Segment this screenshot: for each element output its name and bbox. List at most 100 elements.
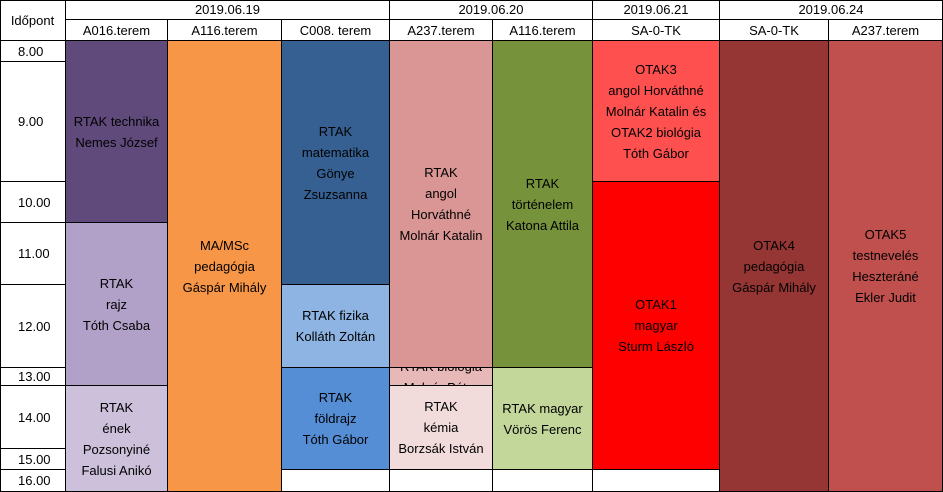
corner-label: Időpont [10,12,55,28]
course-block: RTAK biológiaMolnár Péter [390,368,493,386]
course-text-line: földrajz [314,411,357,426]
time-label: 9.00 [18,114,44,129]
course-text-line: pedagógia [743,258,805,274]
course-text-line: Zsuzsanna [303,186,368,202]
course-text-line: RTAK [99,399,134,415]
course-text-line: OTAK5 [864,227,907,242]
course-text-line: RTAK [318,123,353,139]
time-cell: 12.00 [0,285,66,368]
course-block: RTAK rajz Tóth Csaba [66,223,168,386]
time-label: 8.00 [18,43,44,59]
course-block: RTAK történelem Katona Attila [493,41,593,368]
course-text-line: Tóth Gábor [302,432,369,447]
course-text-line: Katona Attila [506,217,579,233]
time-cell: 13.00 [0,368,66,386]
course-text-line: pedagógia [194,258,255,274]
course-block: OTAK4 pedagógia Gáspár Mihály [720,41,829,492]
time-label: 13.00 [18,369,51,384]
room-label: SA-0-TK [631,22,681,38]
course-text-line: RTAK [99,275,134,291]
date-header: 2019.06.20 [390,0,593,20]
date-label: 2019.06.20 [458,2,524,17]
course-text-line: Gönye [316,165,355,181]
room-label: A116.terem [509,22,576,38]
date-label: 2019.06.21 [623,2,689,17]
empty-cell [282,470,390,492]
course-text-line: MA/MSc [199,237,250,253]
room-header: SA-0-TK [720,20,829,41]
course-block: RTAK matematika Gönye Zsuzsanna [282,41,390,285]
course-text-line: Pozsonyiné [82,441,151,457]
room-label: SA-0-TK [749,22,799,38]
date-label: 2019.06.19 [194,2,261,17]
course-block: MA/MSc pedagógia Gáspár Mihály [168,41,282,492]
course-text-line: RTAK biológia [400,368,482,377]
time-cell: 8.00 [0,41,66,62]
course-text-line: Heszteráné [852,269,919,284]
date-header: 2019.06.24 [720,0,943,20]
course-text-line: Molnár Katalin [399,228,483,243]
time-cell: 14.00 [0,386,66,449]
course-block: OTAK3 angol Horváthné Molnár Katalin és OTA… [593,41,720,182]
corner-header: Időpont [0,0,66,41]
course-block: OTAK1 magyar Sturm László [593,182,720,470]
course-block: RTAK ének Pozsonyiné Falusi Anikó [66,386,168,492]
course-text-line: RTAK magyar [502,400,583,416]
course-text-line: Falusi Anikó [81,462,152,478]
course-text-line: Gáspár Mihály [732,279,816,295]
course-text-line: testnevelés [852,248,919,263]
course-text-line: Ekler Judit [855,290,916,305]
course-text-line: matematika [301,144,370,160]
course-block: RTAK technika Nemes József [66,41,168,223]
room-label: A116.terem [191,22,258,38]
time-cell: 15.00 [0,449,66,470]
empty-cell [390,470,493,492]
time-label: 11.00 [18,246,50,261]
room-header: A016.terem [66,20,168,41]
course-text-line: RTAK [424,399,458,414]
room-header: C008. terem [282,20,390,41]
room-header: A237.terem [390,20,493,41]
course-text-line: Kolláth Zoltán [295,329,376,344]
course-text-line: Vörös Ferenc [503,421,582,437]
date-label: 2019.06.24 [798,2,864,17]
time-cell: 10.00 [0,182,66,223]
course-text-line: Tóth Csaba [82,317,151,333]
course-text-line: OTAK4 [753,237,795,253]
time-label: 10.00 [18,194,51,210]
course-text-line: angol Horváthné [608,82,704,98]
course-text-line: RTAK fizika [302,308,369,323]
room-header: SA-0-TK [593,20,720,41]
room-header: A237.terem [829,20,943,41]
course-text-line: Gáspár Mihály [182,279,267,295]
course-text-line: Nemes József [75,134,158,150]
course-block: RTAK magyar Vörös Ferenc [493,368,593,470]
course-text-line: magyar [634,318,678,333]
time-cell: 16.00 [0,470,66,492]
time-cell: 11.00 [0,223,66,285]
time-label: 16.00 [18,473,51,488]
room-label: A016.terem [82,22,151,38]
course-text-line: OTAK2 biológia [610,124,702,140]
course-text-line: kémia [423,420,459,435]
empty-cell [493,470,593,492]
course-text-line: RTAK technika [73,113,160,129]
course-text-line: RTAK [424,165,458,180]
room-label: A237.terem [407,22,475,38]
room-label: C008. terem [299,22,372,38]
course-text-line: ének [102,420,131,436]
course-text-line: Sturm László [618,339,694,354]
course-block: RTAK fizika Kolláth Zoltán [282,285,390,368]
course-text-line: angol [425,186,457,201]
course-block: RTAK kémia Borzsák István [390,386,493,470]
time-label: 15.00 [18,451,51,467]
time-label: 12.00 [18,318,51,334]
course-text-line: RTAK [525,175,560,191]
course-text-line: Horváthné [411,207,471,222]
course-text-line: OTAK3 [635,61,677,77]
room-label: A237.terem [851,22,920,38]
date-header: 2019.06.21 [593,0,720,20]
course-text-line: Molnár Péter [404,377,478,386]
course-text-line: RTAK [318,390,353,405]
